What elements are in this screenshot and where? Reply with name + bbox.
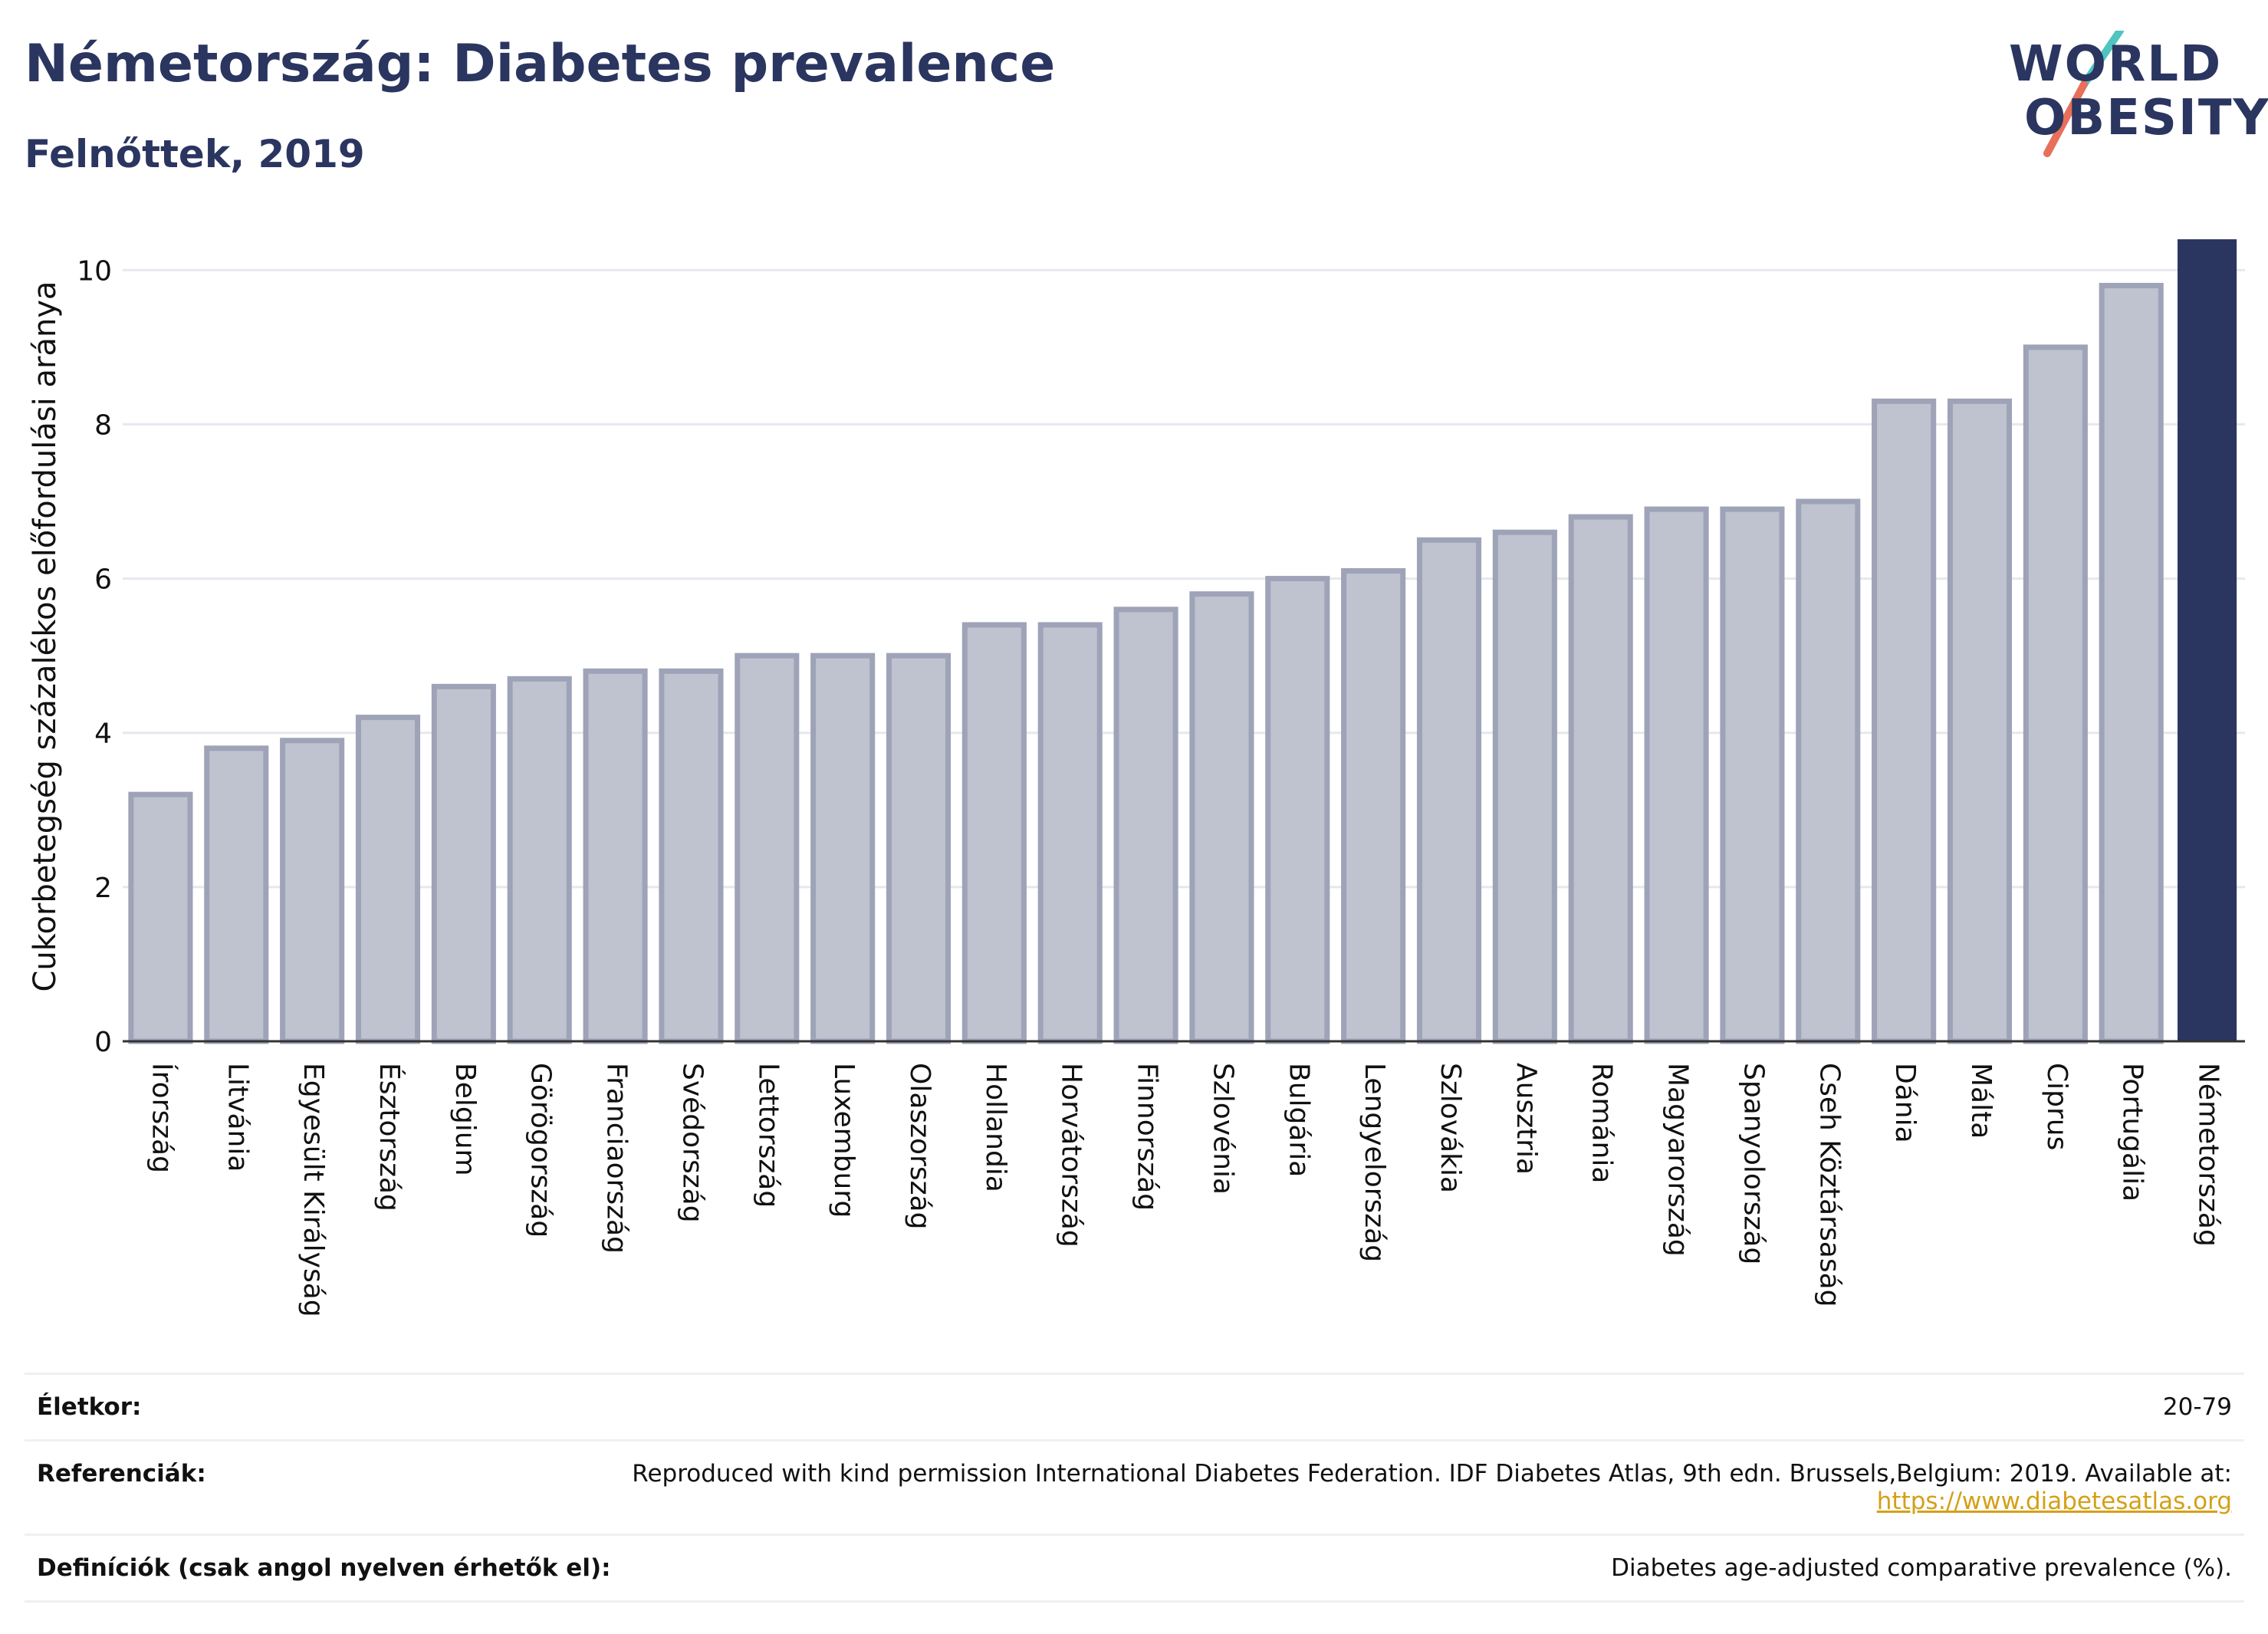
x-tick-label: Lengyelország	[1359, 1063, 1390, 1262]
bar	[1037, 622, 1103, 1044]
x-tick-label: Finnország	[1132, 1063, 1163, 1211]
bar	[1644, 506, 1709, 1044]
y-tick-label: 8	[94, 409, 112, 441]
bar	[2178, 239, 2237, 1041]
bar	[1720, 506, 1785, 1044]
bar	[1568, 514, 1633, 1044]
bar	[1341, 568, 1406, 1044]
y-tick-label: 10	[77, 255, 112, 287]
x-tick-label: Belgium	[449, 1063, 481, 1176]
bar	[1492, 529, 1557, 1044]
logo-word-obesity: OBESITY	[2024, 90, 2268, 146]
x-tick-label: Hollandia	[980, 1063, 1011, 1192]
x-tick-label: Írország	[146, 1063, 178, 1173]
bar	[1113, 607, 1178, 1044]
x-tick-label: Olaszország	[904, 1063, 935, 1229]
x-tick-label: Németország	[2193, 1063, 2224, 1247]
y-tick-label: 0	[94, 1027, 112, 1058]
bar	[961, 622, 1027, 1044]
bar	[2099, 282, 2164, 1044]
definitions-value: Diabetes age-adjusted comparative preval…	[1611, 1554, 2232, 1582]
bar	[2023, 344, 2088, 1044]
bar	[583, 668, 648, 1044]
bar	[810, 653, 876, 1044]
x-tick-label: Svédország	[676, 1063, 708, 1223]
x-tick-label: Dánia	[1889, 1063, 1921, 1143]
bar	[431, 683, 496, 1044]
logo-slash-icon	[2043, 31, 2124, 157]
bar	[355, 715, 421, 1044]
x-tick-label: Egyesült Királyság	[297, 1063, 329, 1317]
y-axis-title: Cukorbetegség százalékos előfordulási ar…	[28, 281, 63, 991]
references-row: Referenciák: Reproduced with kind permis…	[25, 1439, 2244, 1534]
x-tick-label: Portugália	[2117, 1063, 2148, 1202]
bar	[507, 676, 572, 1044]
x-tick-label: Málta	[1965, 1063, 1997, 1139]
info-table: Életkor: 20-79 Referenciák: Reproduced w…	[25, 1373, 2244, 1603]
world-obesity-logo: WORLD OBESITY	[1994, 31, 2268, 169]
x-tick-label: Spanyolország	[1737, 1063, 1769, 1264]
bar	[659, 668, 724, 1044]
bar	[1872, 398, 1937, 1044]
x-tick-label: Luxemburg	[828, 1063, 860, 1218]
x-tick-label: Ciprus	[2041, 1063, 2072, 1150]
bar	[204, 745, 269, 1044]
references-link[interactable]: https://www.diabetesatlas.org	[1876, 1488, 2232, 1515]
x-tick-label: Cseh Köztársaság	[1813, 1063, 1845, 1307]
references-value: Reproduced with kind permission Internat…	[632, 1460, 2232, 1515]
bar	[1265, 576, 1330, 1044]
bar	[280, 738, 345, 1044]
x-tick-label: Litvánia	[222, 1063, 253, 1172]
x-tick-label: Horvátország	[1056, 1063, 1087, 1248]
x-tick-label: Görögország	[525, 1063, 557, 1238]
definitions-label: Definíciók (csak angol nyelven érhetők e…	[37, 1554, 611, 1582]
x-tick-label: Románia	[1586, 1063, 1618, 1183]
bar	[1189, 591, 1254, 1044]
bar	[128, 791, 193, 1044]
y-tick-label: 6	[94, 564, 112, 596]
bar	[886, 653, 952, 1044]
chart-subtitle: Felnőttek, 2019	[25, 132, 365, 176]
x-tick-label: Magyarország	[1662, 1063, 1694, 1257]
y-tick-label: 4	[94, 718, 112, 750]
y-tick-label: 2	[94, 873, 112, 904]
bar	[1796, 498, 1861, 1044]
bar	[1416, 537, 1482, 1044]
definitions-row: Definíciók (csak angol nyelven érhetők e…	[25, 1534, 2244, 1603]
bar	[1947, 398, 2013, 1044]
references-label: Referenciák:	[37, 1460, 206, 1488]
x-tick-label: Franciaország	[601, 1063, 633, 1254]
x-tick-label: Lettország	[752, 1063, 784, 1208]
age-row: Életkor: 20-79	[25, 1373, 2244, 1439]
logo-word-world: WORLD	[2009, 36, 2223, 93]
x-tick-label: Szlovákia	[1435, 1063, 1466, 1193]
x-tick-label: Ausztria	[1510, 1063, 1542, 1175]
bar	[735, 653, 800, 1044]
x-tick-label: Bulgária	[1283, 1063, 1314, 1177]
x-tick-label: Észtország	[373, 1063, 406, 1212]
references-text: Reproduced with kind permission Internat…	[632, 1460, 2232, 1488]
chart-title: Németország: Diabetes prevalence	[25, 34, 1056, 94]
bar-chart: 0 2 4 6 8 10 Írország Litvánia Egyesült Királysá…	[28, 239, 2245, 1317]
x-tick-label: Szlovénia	[1207, 1063, 1238, 1195]
age-value: 20-79	[2162, 1393, 2232, 1421]
age-label: Életkor:	[37, 1393, 142, 1421]
